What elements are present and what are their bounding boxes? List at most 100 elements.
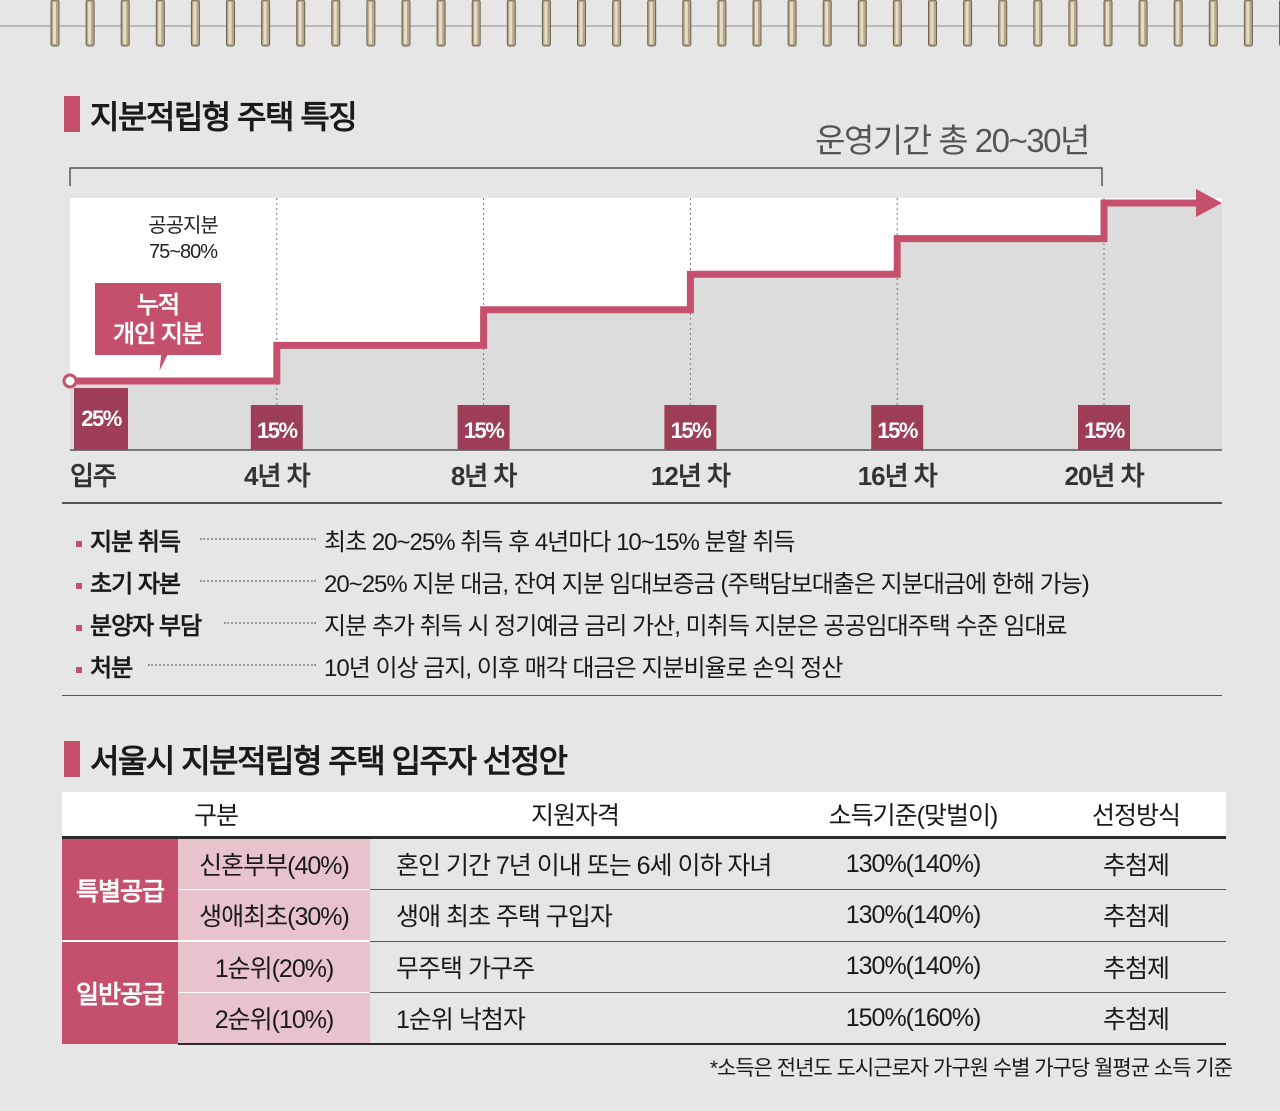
- selection-method: 추첨제: [1046, 889, 1226, 942]
- qualification: 생애 최초 주택 구입자: [370, 889, 780, 942]
- footnote: *소득은 전년도 도시근로자 가구원 수별 가구당 월평균 소득 기준: [709, 1057, 1233, 1080]
- accumulated-area: [70, 203, 1222, 450]
- header-method: 선정방식: [1091, 802, 1181, 830]
- series-step-line: [70, 199, 1198, 385]
- selection-table: 구분 지원자격 소득기준(맞벌이) 선정방식 특별공급 신혼부부(40%) 혼인…: [62, 792, 1226, 1045]
- feature-label: 지분 취득: [90, 529, 181, 556]
- equity-step-chart: 25% 15% 15% 15% 15% 15% 입주 4년 차 8년 차 12년 차 16년 차 20…: [62, 122, 1222, 491]
- binder-ring: [857, 0, 867, 47]
- binder-ring: [1068, 0, 1078, 47]
- step-increment-label: 15%: [671, 418, 711, 443]
- table-row: 특별공급 신혼부부(40%) 혼인 기간 7년 이내 또는 6세 이하 자녀 1…: [62, 837, 1226, 942]
- x-tick-label: 20년 차: [1065, 461, 1145, 491]
- feature-label: 분양자 부담: [90, 613, 202, 640]
- binder-ring: [682, 0, 692, 47]
- step-increment-label: 15%: [257, 418, 297, 443]
- period-label: 운영기간 총 20~30년: [815, 122, 1089, 159]
- table-row: 2순위(10%) 1순위 낙첨자 150%(160%) 추첨제: [62, 992, 1226, 1045]
- binder-ring: [155, 0, 165, 47]
- binder-ring: [787, 0, 797, 47]
- binder-ring: [190, 0, 200, 47]
- binder-ring: [1103, 0, 1113, 47]
- table-row: 생애최초(30%) 생애 최초 주택 구입자 130%(140%) 추첨제: [62, 889, 1226, 942]
- income-criteria: 130%(140%): [780, 941, 1046, 993]
- step-increment-label: 15%: [877, 418, 917, 443]
- leader-dots: [200, 580, 316, 582]
- bullet-square: [76, 540, 82, 547]
- x-tick-label: 8년 차: [451, 461, 518, 491]
- feature-item: 처분: [76, 648, 133, 683]
- binder-ring: [401, 0, 411, 47]
- step-increment-box: [871, 405, 924, 450]
- binder-ring: [717, 0, 727, 47]
- feature-item: 분양자 부담: [76, 606, 202, 641]
- binder-ring: [120, 0, 130, 47]
- binder-ring: [85, 0, 95, 47]
- binder-ring: [1033, 0, 1043, 47]
- qualification: 혼인 기간 7년 이내 또는 6세 이하 자녀: [370, 837, 780, 890]
- callout-box: [93, 281, 223, 377]
- sub-category: 1순위(20%): [178, 941, 370, 993]
- feature-description: 20~25% 지분 대금, 잔여 지분 임대보증금 (주택담보대출은 지분대금에…: [324, 571, 1090, 598]
- sub-category: 생애최초(30%): [178, 889, 370, 942]
- callout-label: 개인 지분: [113, 321, 204, 348]
- income-criteria: 150%(160%): [780, 992, 1046, 1045]
- feature-item: 초기 자본: [76, 564, 181, 599]
- x-tick-label: 12년 차: [651, 461, 731, 491]
- arrow-head: [1196, 189, 1222, 217]
- binder-ring: [822, 0, 832, 47]
- binder-ring: [366, 0, 376, 47]
- section-marker: [64, 96, 80, 132]
- binder-ring: [1208, 0, 1218, 47]
- section2-title: 서울시 지분적립형 주택 입주자 선정안: [90, 743, 568, 779]
- binder-ring: [471, 0, 481, 47]
- step-increment-box: [74, 388, 128, 450]
- section1-title: 지분적립형 주택 특징: [90, 99, 358, 135]
- start-point: [62, 373, 78, 389]
- binder-ring: [577, 0, 586, 47]
- binder-ring: [436, 0, 446, 47]
- feature-description: 10년 이상 금지, 이후 매각 대금은 지분비율로 손익 정산: [324, 655, 843, 682]
- binder-ring: [963, 0, 973, 47]
- bullet-square: [76, 582, 82, 589]
- x-tick-label: 16년 차: [858, 461, 938, 491]
- feature-item: 지분 취득: [76, 522, 181, 557]
- bullet-square: [76, 624, 82, 631]
- leader-dots: [200, 538, 316, 540]
- category-general-supply: 일반공급: [62, 941, 178, 1044]
- binder-ring: [296, 0, 306, 47]
- divider-line: [62, 695, 1222, 696]
- binder-ring: [1138, 0, 1148, 47]
- binder-ring: [541, 0, 551, 47]
- selection-method: 추첨제: [1046, 837, 1226, 890]
- qualification: 1순위 낙첨자: [370, 992, 780, 1045]
- feature-description: 지분 추가 취득 시 정기예금 금리 가산, 미취득 지분은 공공임대주택 수준…: [324, 613, 1068, 640]
- step-increment-box: [1078, 405, 1130, 450]
- binder-ring: [1243, 0, 1253, 47]
- header-qualification: 지원자격: [530, 802, 620, 830]
- period-bracket: [69, 167, 1103, 186]
- x-tick-label: 입주: [70, 461, 116, 491]
- sub-category: 신혼부부(40%): [178, 837, 370, 890]
- feature-description: 최초 20~25% 취득 후 4년마다 10~15% 분할 취득: [324, 529, 795, 556]
- binder-ring: [261, 0, 271, 47]
- binder-ring: [50, 0, 60, 47]
- step-increment-box: [250, 405, 303, 450]
- sub-category: 2순위(10%): [178, 992, 370, 1045]
- header-category: 구분: [193, 802, 239, 830]
- binder-ring: [612, 0, 622, 47]
- step-increment-label: 15%: [1084, 418, 1124, 443]
- binder-ring: [226, 0, 235, 47]
- qualification: 무주택 가구주: [370, 941, 780, 993]
- public-share-label: 75~80%: [149, 241, 218, 263]
- binder-ring: [506, 0, 516, 47]
- feature-label: 초기 자본: [90, 571, 181, 598]
- binder-rings: [0, 0, 1280, 47]
- leader-dots: [148, 664, 316, 666]
- public-share-label: 공공지분: [148, 214, 218, 237]
- table-row: 일반공급 1순위(20%) 무주택 가구주 130%(140%) 추첨제: [62, 941, 1226, 1044]
- binder-ring: [998, 0, 1008, 47]
- binder-ring: [647, 0, 657, 47]
- income-criteria: 130%(140%): [780, 889, 1046, 942]
- binder-ring: [752, 0, 762, 47]
